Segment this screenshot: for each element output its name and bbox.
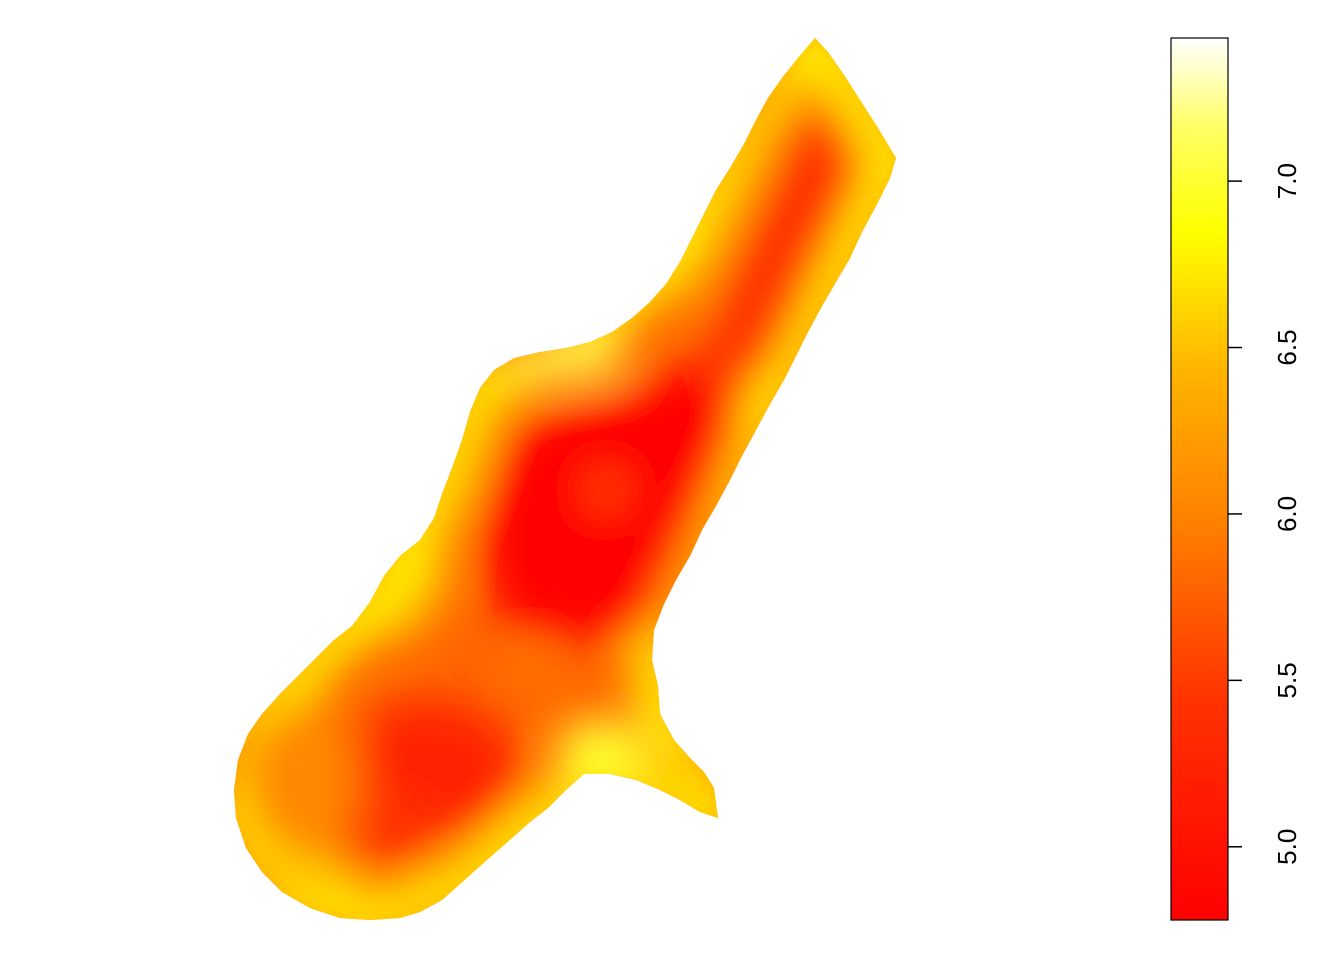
legend-tick-label: 5.5 bbox=[1272, 662, 1302, 698]
surface-blend bbox=[234, 38, 896, 920]
legend-tick-label: 6.5 bbox=[1272, 329, 1302, 365]
legend-ticks: 5.0 5.5 6.0 6.5 7.0 bbox=[1228, 163, 1302, 865]
color-legend: 5.0 5.5 6.0 6.5 7.0 bbox=[1170, 37, 1302, 921]
legend-tick-label: 6.0 bbox=[1272, 496, 1302, 532]
legend-color-bar bbox=[1170, 37, 1229, 921]
legend-tick-label: 7.0 bbox=[1272, 163, 1302, 199]
surface-field bbox=[234, 38, 896, 920]
legend-tick-label: 5.0 bbox=[1272, 829, 1302, 865]
